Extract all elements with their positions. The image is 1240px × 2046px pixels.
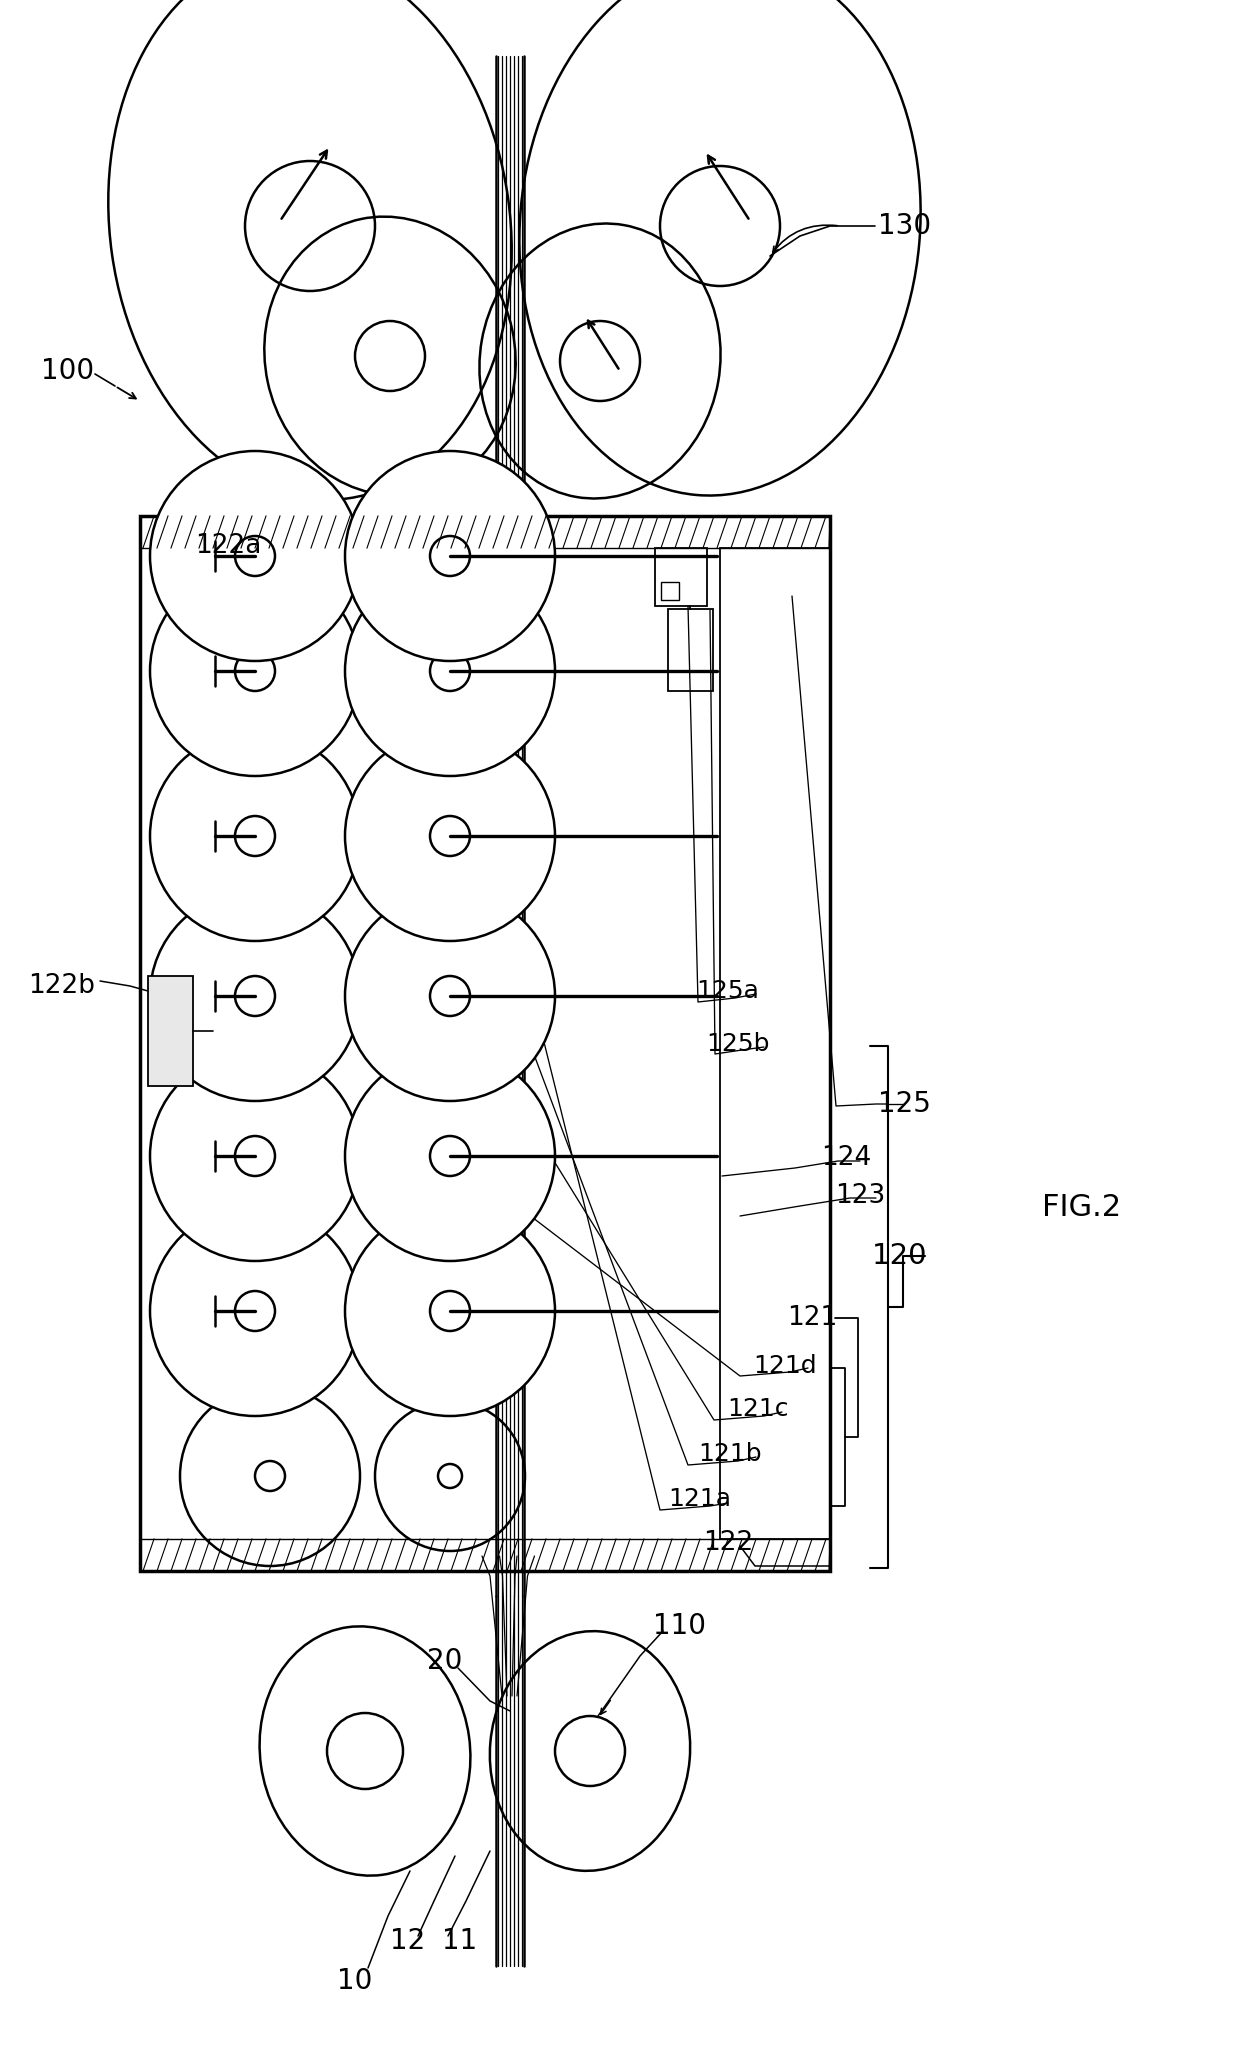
Bar (655, 548, 707, 606)
Text: FIG.2: FIG.2 (1043, 1193, 1121, 1224)
Text: 121d: 121d (753, 1354, 817, 1379)
Circle shape (150, 1205, 360, 1416)
Text: 125b: 125b (707, 1031, 770, 1056)
Text: 122: 122 (703, 1530, 753, 1557)
Circle shape (345, 1052, 556, 1260)
Bar (720, 548, 830, 1539)
Text: 11: 11 (443, 1927, 477, 1956)
Text: 110: 110 (653, 1612, 707, 1641)
Circle shape (150, 450, 360, 661)
Circle shape (345, 730, 556, 941)
Text: 121: 121 (787, 1305, 837, 1332)
Text: 123: 123 (835, 1183, 885, 1209)
Text: 125a: 125a (697, 978, 759, 1003)
Circle shape (150, 730, 360, 941)
Text: 125: 125 (878, 1091, 930, 1117)
Text: 120: 120 (872, 1242, 928, 1271)
Text: 122b: 122b (29, 974, 95, 998)
Circle shape (345, 567, 556, 775)
Bar (148, 976, 193, 1086)
Circle shape (345, 1205, 556, 1416)
Circle shape (150, 567, 360, 775)
Text: 124: 124 (821, 1146, 872, 1170)
Text: 10: 10 (337, 1966, 373, 1995)
Circle shape (345, 450, 556, 661)
Bar (140, 516, 830, 1571)
Text: 122a: 122a (195, 534, 262, 559)
Text: 121c: 121c (727, 1397, 789, 1422)
Bar (661, 581, 680, 599)
Circle shape (345, 890, 556, 1101)
Text: 130: 130 (878, 213, 931, 239)
Text: 20: 20 (428, 1647, 463, 1676)
Text: 100: 100 (41, 356, 94, 385)
Bar (668, 610, 713, 692)
Circle shape (150, 890, 360, 1101)
Text: 12: 12 (391, 1927, 425, 1956)
Circle shape (150, 1052, 360, 1260)
Text: 121b: 121b (698, 1442, 761, 1467)
Text: 121a: 121a (668, 1487, 732, 1512)
